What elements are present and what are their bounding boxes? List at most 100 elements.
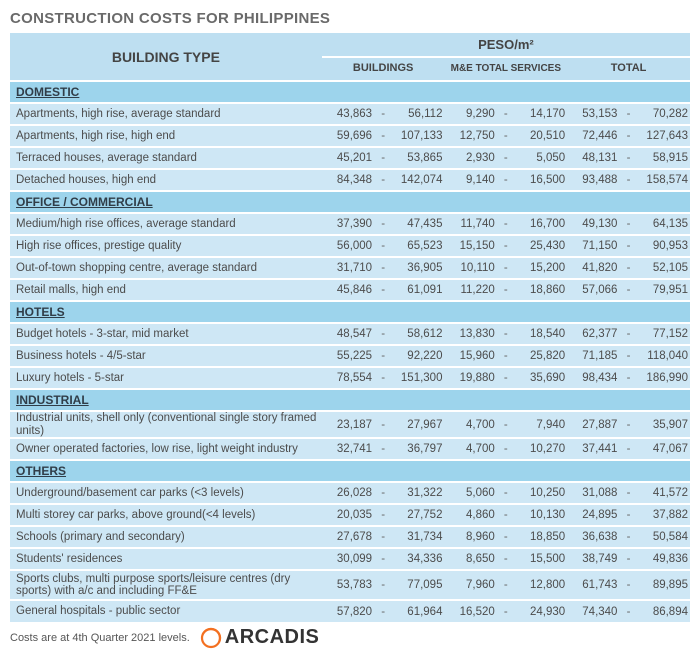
value-cell: 151,300 bbox=[392, 367, 444, 389]
category-label: INDUSTRIAL bbox=[10, 389, 690, 411]
arcadis-icon bbox=[200, 627, 222, 649]
range-dash: - bbox=[497, 169, 515, 191]
value-cell: 15,500 bbox=[515, 548, 567, 570]
footer: Costs are at 4th Quarter 2021 levels. AR… bbox=[10, 626, 690, 649]
brand-text: ARCADIS bbox=[225, 626, 320, 649]
range-dash: - bbox=[619, 169, 637, 191]
value-cell: 53,865 bbox=[392, 147, 444, 169]
value-cell: 14,170 bbox=[515, 103, 567, 125]
value-cell: 55,225 bbox=[322, 345, 374, 367]
value-cell: 72,446 bbox=[567, 125, 619, 147]
value-cell: 31,088 bbox=[567, 482, 619, 504]
range-dash: - bbox=[374, 213, 392, 235]
value-cell: 27,752 bbox=[392, 504, 444, 526]
value-cell: 10,270 bbox=[515, 438, 567, 460]
value-cell: 31,734 bbox=[392, 526, 444, 548]
range-dash: - bbox=[374, 526, 392, 548]
table-row: Budget hotels - 3-star, mid market48,547… bbox=[10, 323, 690, 345]
value-cell: 16,500 bbox=[515, 169, 567, 191]
range-dash: - bbox=[497, 147, 515, 169]
value-cell: 10,130 bbox=[515, 504, 567, 526]
value-cell: 18,540 bbox=[515, 323, 567, 345]
row-label: General hospitals - public sector bbox=[10, 600, 322, 622]
table-row: Out-of-town shopping centre, average sta… bbox=[10, 257, 690, 279]
value-cell: 35,690 bbox=[515, 367, 567, 389]
row-label: Industrial units, shell only (convention… bbox=[10, 411, 322, 438]
col-total: TOTAL bbox=[567, 57, 690, 81]
value-cell: 41,820 bbox=[567, 257, 619, 279]
range-dash: - bbox=[497, 438, 515, 460]
value-cell: 38,749 bbox=[567, 548, 619, 570]
value-cell: 58,915 bbox=[638, 147, 690, 169]
value-cell: 31,710 bbox=[322, 257, 374, 279]
row-label: Multi storey car parks, above ground(<4 … bbox=[10, 504, 322, 526]
value-cell: 32,741 bbox=[322, 438, 374, 460]
range-dash: - bbox=[374, 257, 392, 279]
value-cell: 186,990 bbox=[638, 367, 690, 389]
value-cell: 23,187 bbox=[322, 411, 374, 438]
range-dash: - bbox=[619, 526, 637, 548]
table-row: High rise offices, prestige quality56,00… bbox=[10, 235, 690, 257]
table-row: Owner operated factories, low rise, ligh… bbox=[10, 438, 690, 460]
value-cell: 34,336 bbox=[392, 548, 444, 570]
range-dash: - bbox=[374, 125, 392, 147]
range-dash: - bbox=[619, 213, 637, 235]
row-label: Apartments, high rise, high end bbox=[10, 125, 322, 147]
row-label: Sports clubs, multi purpose sports/leisu… bbox=[10, 570, 322, 600]
table-row: Students' residences30,099-34,3368,650-1… bbox=[10, 548, 690, 570]
range-dash: - bbox=[619, 482, 637, 504]
value-cell: 16,700 bbox=[515, 213, 567, 235]
value-cell: 24,930 bbox=[515, 600, 567, 622]
value-cell: 36,905 bbox=[392, 257, 444, 279]
value-cell: 107,133 bbox=[392, 125, 444, 147]
value-cell: 65,523 bbox=[392, 235, 444, 257]
range-dash: - bbox=[619, 345, 637, 367]
range-dash: - bbox=[374, 482, 392, 504]
table-row: Apartments, high rise, average standard4… bbox=[10, 103, 690, 125]
value-cell: 142,074 bbox=[392, 169, 444, 191]
value-cell: 56,112 bbox=[392, 103, 444, 125]
value-cell: 9,290 bbox=[444, 103, 496, 125]
value-cell: 71,185 bbox=[567, 345, 619, 367]
range-dash: - bbox=[619, 367, 637, 389]
value-cell: 20,035 bbox=[322, 504, 374, 526]
category-label: DOMESTIC bbox=[10, 81, 690, 103]
range-dash: - bbox=[374, 103, 392, 125]
value-cell: 43,863 bbox=[322, 103, 374, 125]
value-cell: 19,880 bbox=[444, 367, 496, 389]
value-cell: 53,153 bbox=[567, 103, 619, 125]
range-dash: - bbox=[497, 570, 515, 600]
value-cell: 118,040 bbox=[638, 345, 690, 367]
range-dash: - bbox=[374, 323, 392, 345]
range-dash: - bbox=[497, 548, 515, 570]
value-cell: 25,430 bbox=[515, 235, 567, 257]
value-cell: 61,091 bbox=[392, 279, 444, 301]
category-row: HOTELS bbox=[10, 301, 690, 323]
value-cell: 127,643 bbox=[638, 125, 690, 147]
value-cell: 12,750 bbox=[444, 125, 496, 147]
range-dash: - bbox=[497, 213, 515, 235]
row-label: Underground/basement car parks (<3 level… bbox=[10, 482, 322, 504]
value-cell: 4,700 bbox=[444, 411, 496, 438]
value-cell: 8,960 bbox=[444, 526, 496, 548]
value-cell: 98,434 bbox=[567, 367, 619, 389]
row-label: Students' residences bbox=[10, 548, 322, 570]
row-label: Out-of-town shopping centre, average sta… bbox=[10, 257, 322, 279]
range-dash: - bbox=[619, 504, 637, 526]
range-dash: - bbox=[374, 367, 392, 389]
range-dash: - bbox=[619, 147, 637, 169]
value-cell: 158,574 bbox=[638, 169, 690, 191]
range-dash: - bbox=[497, 482, 515, 504]
value-cell: 77,095 bbox=[392, 570, 444, 600]
value-cell: 18,860 bbox=[515, 279, 567, 301]
col-buildings: BUILDINGS bbox=[322, 57, 445, 81]
value-cell: 84,348 bbox=[322, 169, 374, 191]
range-dash: - bbox=[497, 257, 515, 279]
value-cell: 11,740 bbox=[444, 213, 496, 235]
value-cell: 15,150 bbox=[444, 235, 496, 257]
row-label: Retail malls, high end bbox=[10, 279, 322, 301]
value-cell: 58,612 bbox=[392, 323, 444, 345]
range-dash: - bbox=[497, 323, 515, 345]
value-cell: 50,584 bbox=[638, 526, 690, 548]
range-dash: - bbox=[497, 367, 515, 389]
